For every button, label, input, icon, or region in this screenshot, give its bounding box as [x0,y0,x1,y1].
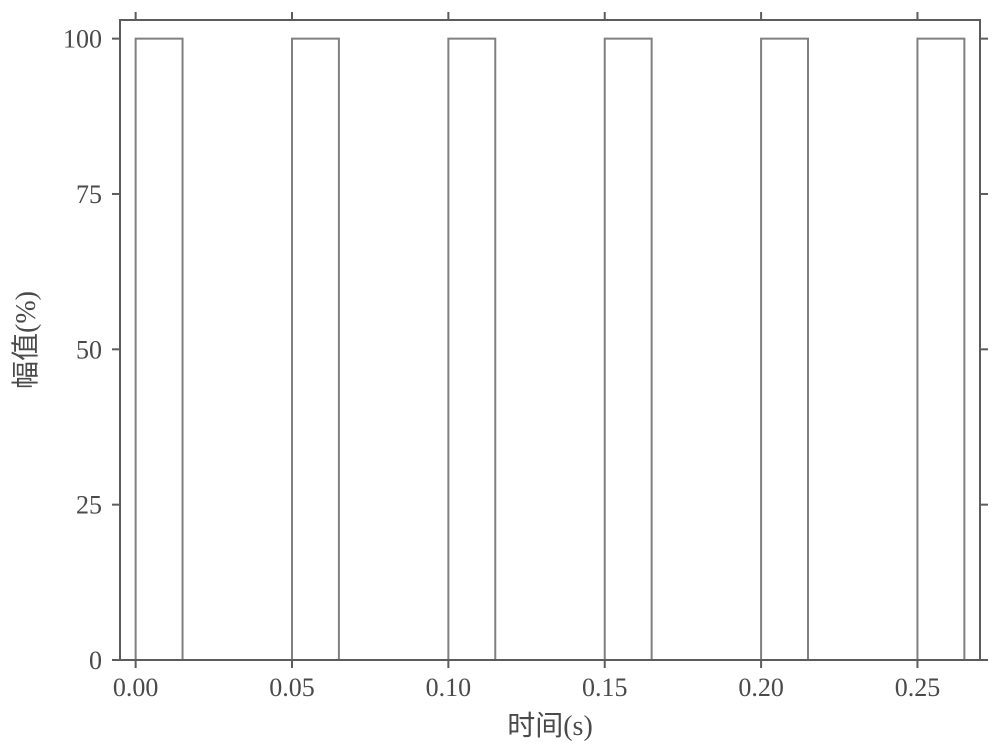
chart-container: 0.00 0.05 0.10 0.15 0.20 0.25 0 25 50 75 100 时间(s) 幅… [0,0,1000,756]
y-tick-label: 50 [76,335,102,364]
y-tick-label: 25 [76,491,102,520]
y-axis-label: 幅值(%) [10,291,42,389]
x-tick-label: 0.20 [738,673,784,702]
x-axis-label: 时间(s) [507,710,593,742]
x-tick-label: 0.15 [582,673,628,702]
x-tick-label: 0.05 [269,673,315,702]
x-tick-label: 0.00 [113,673,159,702]
y-tick-label: 100 [63,25,102,54]
y-tick-label: 75 [76,180,102,209]
y-tick-label: 0 [89,646,102,675]
pulse-chart: 0.00 0.05 0.10 0.15 0.20 0.25 0 25 50 75 100 时间(s) 幅… [0,0,1000,756]
x-tick-label: 0.25 [895,673,941,702]
x-tick-label: 0.10 [426,673,472,702]
